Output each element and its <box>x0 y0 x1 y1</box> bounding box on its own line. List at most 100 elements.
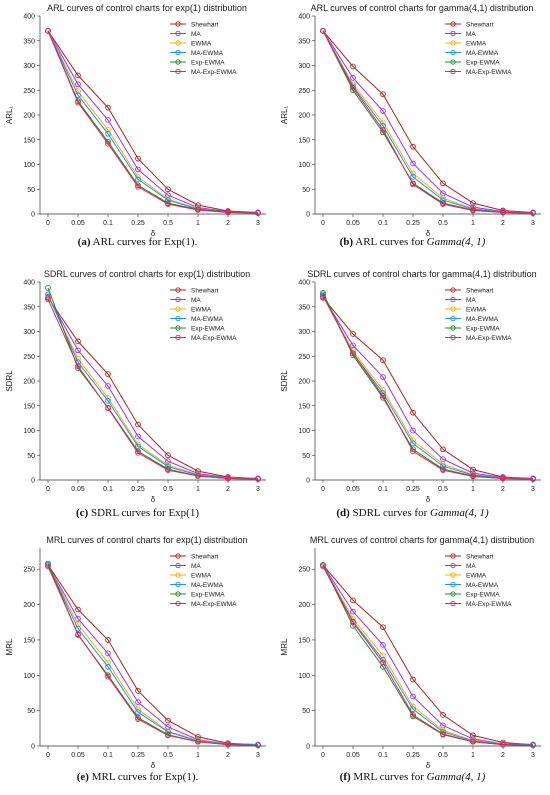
data-point <box>135 421 141 428</box>
legend-label: MA-Exp-EWMA <box>191 335 237 342</box>
series-line-ewma <box>322 295 534 480</box>
data-point <box>195 473 201 479</box>
data-point <box>165 186 171 193</box>
data-point <box>350 597 356 604</box>
data-point <box>410 143 416 150</box>
data-point <box>135 176 141 183</box>
legend-swatch-marker <box>175 68 181 75</box>
legend-label: MA-Exp-EWMA <box>466 335 512 342</box>
data-point <box>165 467 171 473</box>
x-tick-label: 0.1 <box>378 486 388 493</box>
legend-label: MA <box>191 297 201 304</box>
series-line-exp-ewma <box>322 292 534 480</box>
data-point <box>165 717 171 724</box>
x-tick-label: 1 <box>196 486 200 493</box>
legend-label: Shewhart <box>466 288 494 295</box>
y-tick-label: 0 <box>306 212 310 219</box>
caption-e: (e) MRL curves for Exp(1). <box>0 771 275 783</box>
caption-tag: (a) <box>77 236 91 248</box>
legend-label: MA-Exp-EWMA <box>466 69 512 76</box>
data-point <box>105 405 111 412</box>
data-point <box>165 458 171 465</box>
y-axis-label: MRL <box>5 638 14 655</box>
x-tick-label: 0.1 <box>103 752 113 759</box>
y-axis-label: SDRL <box>280 370 289 392</box>
data-point <box>470 473 476 480</box>
data-point <box>165 732 171 739</box>
legend-swatch-marker <box>450 287 456 293</box>
legend-swatch-marker <box>450 572 456 578</box>
y-tick-label: 300 <box>298 63 310 70</box>
data-point <box>410 706 416 713</box>
data-point <box>380 659 386 666</box>
series-line-shewhart <box>322 297 534 479</box>
data-point <box>380 624 386 631</box>
legend-swatch-marker <box>450 600 456 607</box>
data-point <box>165 201 171 207</box>
panel-d: SDRL curves of control charts for gamma(… <box>275 266 550 529</box>
legend-swatch-marker <box>175 581 181 588</box>
chart-title: SDRL curves of control charts for gamma(… <box>307 269 536 279</box>
legend-label: Shewhart <box>191 22 219 29</box>
series-line-shewhart <box>322 564 534 746</box>
y-tick-label: 350 <box>23 304 35 311</box>
panel-a: ARL curves of control charts for exp(1) … <box>0 0 275 263</box>
x-tick-label: 1 <box>471 220 475 227</box>
data-point <box>75 631 81 638</box>
y-axis-label: ARL₁ <box>280 106 289 125</box>
chart-title: SDRL curves of control charts for exp(1)… <box>44 269 250 279</box>
data-point <box>75 88 81 95</box>
legend-swatch-marker <box>450 325 456 331</box>
x-tick-label: 0.25 <box>406 486 420 493</box>
legend-label: MA <box>191 31 201 38</box>
legend-label: MA <box>466 297 476 304</box>
legend-swatch-marker <box>450 591 456 597</box>
x-tick-label: 0.5 <box>438 220 448 227</box>
x-tick-label: 2 <box>501 752 505 759</box>
legend-swatch-marker <box>175 30 181 37</box>
legend-label: MA-EWMA <box>466 316 499 323</box>
y-tick-label: 50 <box>27 187 35 194</box>
data-point <box>440 712 446 718</box>
legend-swatch-marker <box>450 581 456 588</box>
chart-title: ARL curves of control charts for gamma(4… <box>311 3 534 13</box>
x-tick-label: 0.1 <box>378 752 388 759</box>
y-tick-label: 200 <box>298 379 310 386</box>
x-tick-label: 0.05 <box>346 486 360 493</box>
series-line-ma-exp-ewma <box>47 30 259 214</box>
caption-c: (c) SDRL curves for Exp(1) <box>0 507 275 519</box>
series-line-ma <box>322 296 534 479</box>
caption-tag: (e) <box>76 771 89 783</box>
legend-label: Shewhart <box>466 554 494 561</box>
legend-label: EWMA <box>466 307 487 314</box>
data-point <box>255 210 261 216</box>
x-axis-label: δ <box>426 229 431 238</box>
legend-swatch-marker <box>450 40 456 46</box>
data-point <box>350 350 356 357</box>
data-point <box>500 475 506 482</box>
y-tick-label: 150 <box>23 637 35 644</box>
series-line-shewhart <box>322 30 534 213</box>
x-tick-label: 0.25 <box>131 752 145 759</box>
x-tick-label: 0.5 <box>163 220 173 227</box>
data-point <box>530 742 536 749</box>
x-tick-label: 0 <box>321 220 325 227</box>
y-tick-label: 100 <box>298 162 310 169</box>
x-tick-label: 0.5 <box>438 486 448 493</box>
y-tick-label: 200 <box>23 113 35 120</box>
mrl-exp-chart: MRL curves of control charts for exp(1) … <box>5 535 266 770</box>
x-tick-label: 1 <box>471 752 475 759</box>
x-tick-label: 0.5 <box>163 486 173 493</box>
x-tick-label: 3 <box>531 752 535 759</box>
y-tick-label: 250 <box>298 354 310 361</box>
legend-label: MA-EWMA <box>466 50 499 57</box>
data-point <box>530 476 536 482</box>
data-point <box>165 452 171 459</box>
series-line-ma-exp-ewma <box>47 566 259 746</box>
data-point <box>470 207 476 214</box>
series-line-ewma <box>322 564 534 746</box>
data-point <box>105 383 111 389</box>
data-point <box>105 130 111 137</box>
data-point <box>410 448 416 455</box>
x-tick-label: 0.1 <box>378 220 388 227</box>
